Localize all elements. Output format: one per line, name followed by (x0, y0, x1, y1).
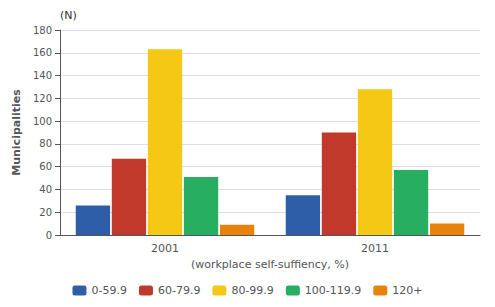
svg-text:60: 60 (39, 161, 52, 172)
svg-text:80-99.9: 80-99.9 (231, 284, 273, 297)
svg-text:120: 120 (33, 93, 52, 104)
svg-text:20: 20 (39, 207, 52, 218)
svg-text:80: 80 (39, 138, 52, 149)
svg-text:(N): (N) (60, 9, 77, 22)
svg-text:60-79.9: 60-79.9 (158, 284, 200, 297)
svg-text:2001: 2001 (151, 242, 179, 255)
svg-text:40: 40 (39, 184, 52, 195)
svg-text:100: 100 (33, 116, 52, 127)
svg-text:160: 160 (33, 47, 52, 58)
svg-text:Municipalities: Municipalities (10, 89, 23, 176)
svg-text:(workplace self-suffiency, %): (workplace self-suffiency, %) (191, 258, 349, 271)
svg-text:180: 180 (33, 25, 52, 36)
svg-text:100-119.9: 100-119.9 (305, 284, 361, 297)
svg-text:0-59.9: 0-59.9 (91, 284, 126, 297)
svg-text:2011: 2011 (361, 242, 389, 255)
svg-text:140: 140 (33, 70, 52, 81)
svg-text:0: 0 (46, 230, 52, 241)
svg-text:120+: 120+ (392, 284, 422, 297)
